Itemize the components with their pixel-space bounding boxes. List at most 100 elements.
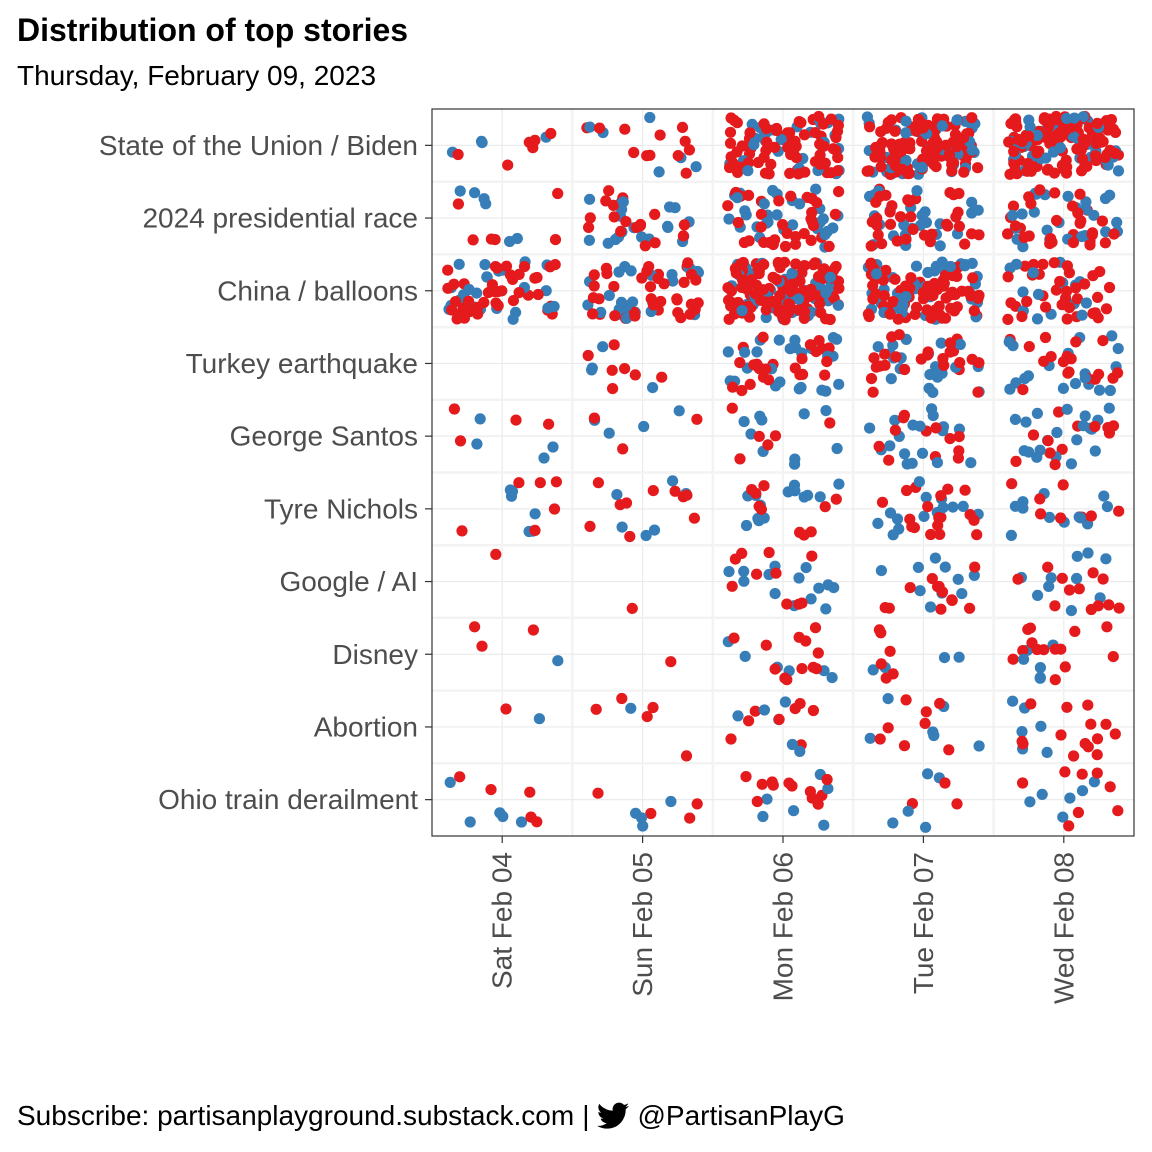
data-point <box>918 510 930 522</box>
data-point <box>761 136 773 148</box>
data-point <box>690 274 702 286</box>
data-point <box>653 166 665 178</box>
data-point <box>766 295 779 307</box>
data-point <box>672 307 684 319</box>
data-point <box>1062 190 1074 202</box>
data-point <box>954 338 966 351</box>
data-point <box>813 271 825 283</box>
data-point <box>734 453 746 465</box>
data-point <box>803 287 815 299</box>
data-point <box>1060 154 1072 166</box>
data-point <box>728 632 740 644</box>
data-point <box>552 187 564 200</box>
data-point <box>725 151 737 163</box>
data-point <box>625 702 637 714</box>
data-point <box>1007 200 1020 212</box>
caption-link[interactable]: Subscribe: partisanplayground.substack.c… <box>17 1100 575 1131</box>
data-point <box>910 125 922 137</box>
data-point <box>490 548 502 561</box>
data-point <box>1016 735 1028 748</box>
data-point <box>524 786 536 798</box>
data-point <box>511 232 523 245</box>
data-point <box>1100 718 1112 730</box>
data-point <box>966 144 978 156</box>
data-point <box>617 196 629 208</box>
data-point <box>814 491 826 503</box>
data-point <box>784 343 796 355</box>
data-point <box>737 256 749 269</box>
data-point <box>489 261 502 273</box>
data-point <box>1097 136 1109 148</box>
data-point <box>1046 236 1058 248</box>
data-point <box>767 184 779 197</box>
data-point <box>722 200 734 212</box>
data-point <box>833 478 845 490</box>
data-point <box>895 211 907 223</box>
data-point <box>832 299 844 311</box>
data-point <box>538 452 550 464</box>
data-point <box>1068 750 1080 762</box>
data-point <box>1081 160 1093 172</box>
data-point <box>1027 267 1039 279</box>
data-point <box>1018 653 1030 665</box>
data-point <box>597 341 609 353</box>
data-point <box>607 199 620 211</box>
data-point <box>882 722 894 734</box>
data-point <box>922 346 934 358</box>
data-point <box>793 572 805 584</box>
data-point <box>529 524 541 537</box>
data-point <box>513 477 525 489</box>
data-point <box>756 414 768 426</box>
data-point <box>820 603 832 615</box>
data-point <box>934 309 946 321</box>
data-point <box>812 798 824 810</box>
data-point <box>752 512 764 525</box>
data-point <box>637 820 649 832</box>
data-point <box>952 573 964 585</box>
data-point <box>1045 572 1057 584</box>
data-point <box>1034 444 1046 456</box>
data-point <box>743 715 755 727</box>
data-point <box>1077 420 1089 432</box>
data-point <box>908 522 921 534</box>
data-point <box>730 267 742 279</box>
data-point <box>794 745 806 758</box>
data-point <box>492 300 504 312</box>
data-point <box>1057 811 1069 823</box>
data-point <box>775 133 787 146</box>
data-point <box>884 308 896 320</box>
data-point <box>890 351 902 363</box>
data-point <box>529 272 541 284</box>
data-point <box>654 129 666 141</box>
data-point <box>973 740 985 752</box>
data-point <box>1079 372 1091 384</box>
data-point <box>874 190 886 203</box>
data-point <box>886 154 898 166</box>
caption-handle[interactable]: @PartisanPlayG <box>637 1100 845 1131</box>
data-point <box>789 703 801 715</box>
x-tick-label: Tue Feb 07 <box>908 852 939 994</box>
data-point <box>817 213 829 225</box>
data-point <box>691 413 703 425</box>
data-point <box>910 301 923 313</box>
data-point <box>497 810 509 823</box>
y-tick-label: Tyre Nichols <box>264 493 418 524</box>
data-point <box>916 161 928 173</box>
data-point <box>770 567 782 579</box>
data-point <box>1082 699 1094 711</box>
data-point <box>1063 366 1075 378</box>
data-point <box>1057 382 1069 394</box>
data-point <box>1002 313 1014 325</box>
data-point <box>1084 239 1096 251</box>
data-point <box>872 517 884 530</box>
data-point <box>603 427 615 439</box>
data-point <box>1031 147 1043 159</box>
data-point <box>821 773 833 786</box>
data-point <box>916 447 929 459</box>
data-point <box>611 489 623 501</box>
data-point <box>1085 718 1097 730</box>
data-point <box>930 422 942 434</box>
data-point <box>588 280 600 292</box>
data-point <box>677 230 690 242</box>
data-point <box>956 588 968 600</box>
